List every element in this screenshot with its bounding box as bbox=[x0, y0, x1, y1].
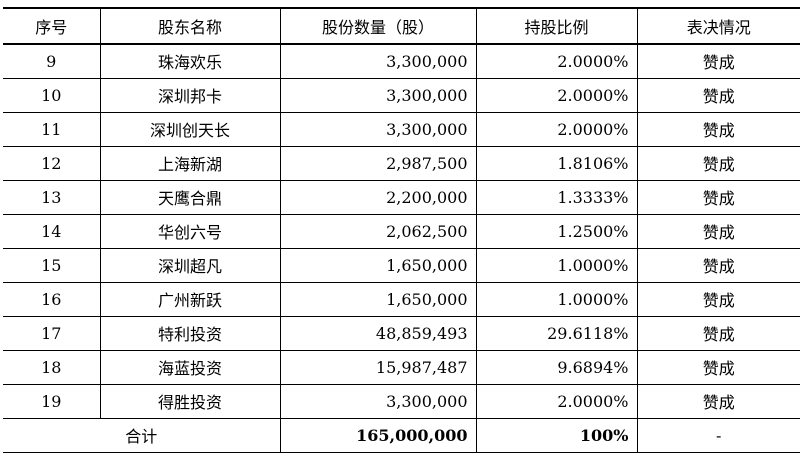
header-serial-no: 序号 bbox=[3, 7, 101, 45]
table-total-row: 合计 165,000,000 100% - bbox=[3, 417, 800, 453]
header-vote-result: 表决情况 bbox=[636, 7, 800, 45]
total-vote: - bbox=[636, 417, 800, 453]
cell-serial-no: 13 bbox=[3, 179, 101, 215]
table-row: 13 天鹰合鼎 2,200,000 1.3333% 赞成 bbox=[3, 179, 800, 215]
header-share-count: 股份数量（股） bbox=[279, 7, 477, 45]
table-row: 10 深圳邦卡 3,300,000 2.0000% 赞成 bbox=[3, 77, 800, 113]
table-row: 17 特利投资 48,859,493 29.6118% 赞成 bbox=[3, 315, 800, 351]
cell-shareholding-ratio: 2.0000% bbox=[475, 383, 638, 419]
cell-shareholder-name: 广州新跃 bbox=[99, 281, 281, 317]
table-row: 14 华创六号 2,062,500 1.2500% 赞成 bbox=[3, 213, 800, 249]
cell-serial-no: 19 bbox=[3, 383, 101, 419]
table-row: 12 上海新湖 2,987,500 1.8106% 赞成 bbox=[3, 145, 800, 181]
cell-share-count: 1,650,000 bbox=[279, 281, 477, 317]
cell-share-count: 3,300,000 bbox=[279, 111, 477, 147]
cell-shareholding-ratio: 2.0000% bbox=[475, 77, 638, 113]
table-row: 9 珠海欢乐 3,300,000 2.0000% 赞成 bbox=[3, 43, 800, 79]
header-shareholding-ratio: 持股比例 bbox=[475, 7, 638, 45]
cell-vote-result: 赞成 bbox=[636, 213, 800, 249]
cell-serial-no: 15 bbox=[3, 247, 101, 283]
cell-share-count: 15,987,487 bbox=[279, 349, 477, 385]
cell-shareholder-name: 特利投资 bbox=[99, 315, 281, 351]
cell-serial-no: 11 bbox=[3, 111, 101, 147]
cell-shareholder-name: 华创六号 bbox=[99, 213, 281, 249]
total-label: 合计 bbox=[3, 417, 281, 453]
cell-vote-result: 赞成 bbox=[636, 179, 800, 215]
cell-shareholder-name: 深圳创天长 bbox=[99, 111, 281, 147]
table-row: 19 得胜投资 3,300,000 2.0000% 赞成 bbox=[3, 383, 800, 419]
cell-shareholding-ratio: 1.8106% bbox=[475, 145, 638, 181]
table-row: 16 广州新跃 1,650,000 1.0000% 赞成 bbox=[3, 281, 800, 317]
cell-share-count: 3,300,000 bbox=[279, 383, 477, 419]
cell-serial-no: 12 bbox=[3, 145, 101, 181]
cell-vote-result: 赞成 bbox=[636, 315, 800, 351]
table-row: 15 深圳超凡 1,650,000 1.0000% 赞成 bbox=[3, 247, 800, 283]
cell-shareholding-ratio: 9.6894% bbox=[475, 349, 638, 385]
cell-serial-no: 10 bbox=[3, 77, 101, 113]
cell-shareholding-ratio: 1.0000% bbox=[475, 281, 638, 317]
shareholder-vote-table-container: 序号 股东名称 股份数量（股） 持股比例 表决情况 9 珠海欢乐 3,300,000… bbox=[3, 7, 800, 453]
cell-share-count: 1,650,000 bbox=[279, 247, 477, 283]
cell-share-count: 48,859,493 bbox=[279, 315, 477, 351]
cell-shareholder-name: 珠海欢乐 bbox=[99, 43, 281, 79]
cell-vote-result: 赞成 bbox=[636, 383, 800, 419]
total-shares: 165,000,000 bbox=[279, 417, 477, 453]
cell-shareholding-ratio: 2.0000% bbox=[475, 43, 638, 79]
cell-share-count: 2,200,000 bbox=[279, 179, 477, 215]
cell-share-count: 3,300,000 bbox=[279, 43, 477, 79]
cell-shareholder-name: 深圳超凡 bbox=[99, 247, 281, 283]
table-row: 18 海蓝投资 15,987,487 9.6894% 赞成 bbox=[3, 349, 800, 385]
cell-vote-result: 赞成 bbox=[636, 111, 800, 147]
cell-share-count: 2,062,500 bbox=[279, 213, 477, 249]
header-shareholder-name: 股东名称 bbox=[99, 7, 281, 45]
cell-shareholder-name: 上海新湖 bbox=[99, 145, 281, 181]
shareholder-vote-table: 序号 股东名称 股份数量（股） 持股比例 表决情况 9 珠海欢乐 3,300,000… bbox=[3, 7, 800, 453]
table-header-row: 序号 股东名称 股份数量（股） 持股比例 表决情况 bbox=[3, 7, 800, 45]
cell-vote-result: 赞成 bbox=[636, 349, 800, 385]
cell-vote-result: 赞成 bbox=[636, 43, 800, 79]
table-body: 9 珠海欢乐 3,300,000 2.0000% 赞成 10 深圳邦卡 3,300,000 2.… bbox=[3, 43, 800, 419]
cell-vote-result: 赞成 bbox=[636, 145, 800, 181]
cell-serial-no: 9 bbox=[3, 43, 101, 79]
table-row: 11 深圳创天长 3,300,000 2.0000% 赞成 bbox=[3, 111, 800, 147]
cell-shareholding-ratio: 1.3333% bbox=[475, 179, 638, 215]
cell-share-count: 2,987,500 bbox=[279, 145, 477, 181]
cell-shareholder-name: 得胜投资 bbox=[99, 383, 281, 419]
cell-serial-no: 18 bbox=[3, 349, 101, 385]
cell-shareholding-ratio: 2.0000% bbox=[475, 111, 638, 147]
cell-shareholding-ratio: 1.0000% bbox=[475, 247, 638, 283]
cell-shareholding-ratio: 29.6118% bbox=[475, 315, 638, 351]
cell-serial-no: 14 bbox=[3, 213, 101, 249]
cell-serial-no: 17 bbox=[3, 315, 101, 351]
cell-vote-result: 赞成 bbox=[636, 77, 800, 113]
cell-shareholder-name: 海蓝投资 bbox=[99, 349, 281, 385]
cell-vote-result: 赞成 bbox=[636, 281, 800, 317]
cell-share-count: 3,300,000 bbox=[279, 77, 477, 113]
total-ratio: 100% bbox=[475, 417, 638, 453]
cell-shareholder-name: 天鹰合鼎 bbox=[99, 179, 281, 215]
cell-shareholder-name: 深圳邦卡 bbox=[99, 77, 281, 113]
cell-serial-no: 16 bbox=[3, 281, 101, 317]
cell-vote-result: 赞成 bbox=[636, 247, 800, 283]
cell-shareholding-ratio: 1.2500% bbox=[475, 213, 638, 249]
